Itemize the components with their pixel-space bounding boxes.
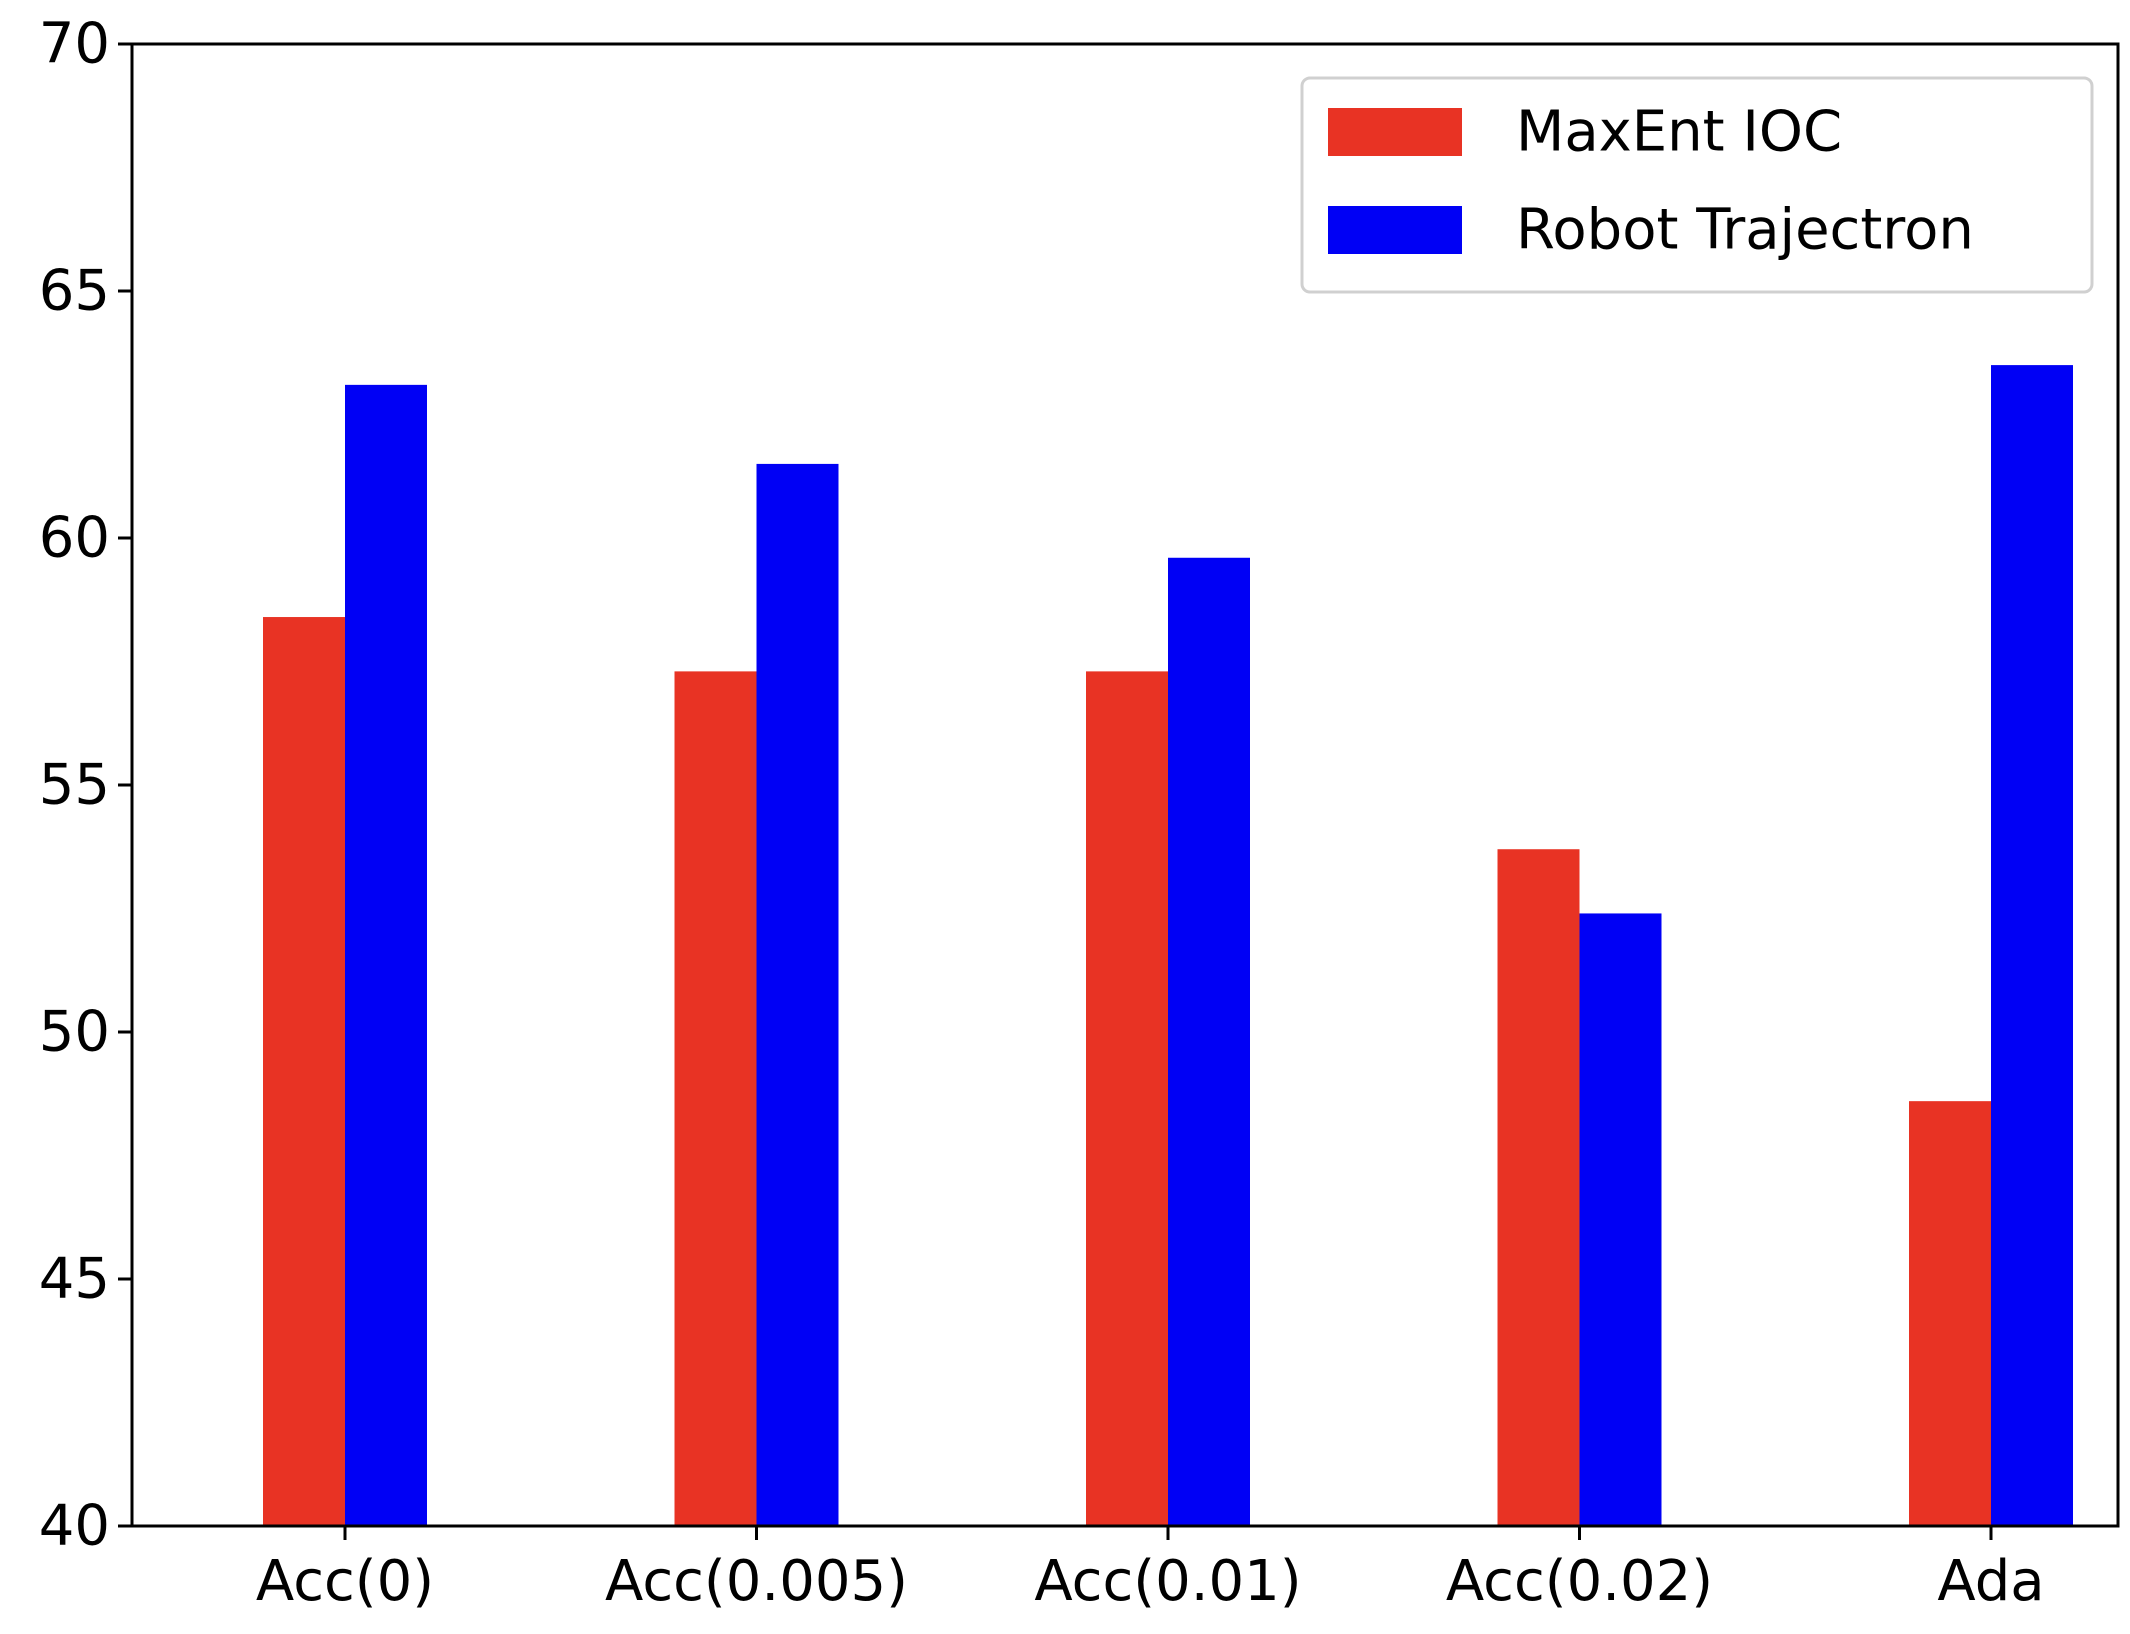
bar-maxent-ioc-0	[263, 617, 345, 1526]
bars-layer	[263, 365, 2073, 1527]
x-tick-label: Acc(0)	[256, 1549, 434, 1614]
x-axis: Acc(0) Acc(0.005) Acc(0.01) Acc(0.02) Ada	[256, 1526, 2045, 1614]
x-tick-label: Acc(0.02)	[1446, 1549, 1713, 1614]
y-tick-label: 45	[39, 1247, 110, 1312]
bar-maxent-ioc-2	[1086, 671, 1168, 1526]
legend-swatch	[1328, 206, 1462, 254]
y-tick-label: 40	[39, 1494, 110, 1559]
x-tick-label: Acc(0.01)	[1034, 1549, 1301, 1614]
x-tick-label: Acc(0.005)	[605, 1549, 908, 1614]
legend-box	[1300, 76, 2094, 294]
y-tick-label: 50	[39, 1000, 110, 1065]
y-tick-label: 70	[39, 12, 110, 77]
bar-robot-trajectron-0	[345, 384, 427, 1526]
legend-label: Robot Trajectron	[1516, 198, 1974, 263]
y-tick-label: 55	[39, 753, 110, 818]
x-tick-label: Ada	[1937, 1549, 2044, 1614]
bar-maxent-ioc-3	[1497, 849, 1580, 1526]
y-axis: 40 45 50 55 60 65 70	[39, 12, 132, 1559]
bar-maxent-ioc-1	[674, 671, 757, 1526]
bar-maxent-ioc-4	[1909, 1101, 1991, 1526]
legend-swatch	[1328, 108, 1462, 156]
y-tick-label: 65	[39, 259, 110, 324]
bar-robot-trajectron-1	[756, 463, 839, 1526]
legend: MaxEnt IOC Robot Trajectron	[1300, 76, 2094, 294]
bar-robot-trajectron-4	[1991, 365, 2073, 1527]
bar-robot-trajectron-2	[1168, 557, 1250, 1526]
bar-robot-trajectron-3	[1579, 913, 1662, 1526]
legend-label: MaxEnt IOC	[1516, 100, 1842, 165]
y-tick-label: 60	[39, 506, 110, 571]
